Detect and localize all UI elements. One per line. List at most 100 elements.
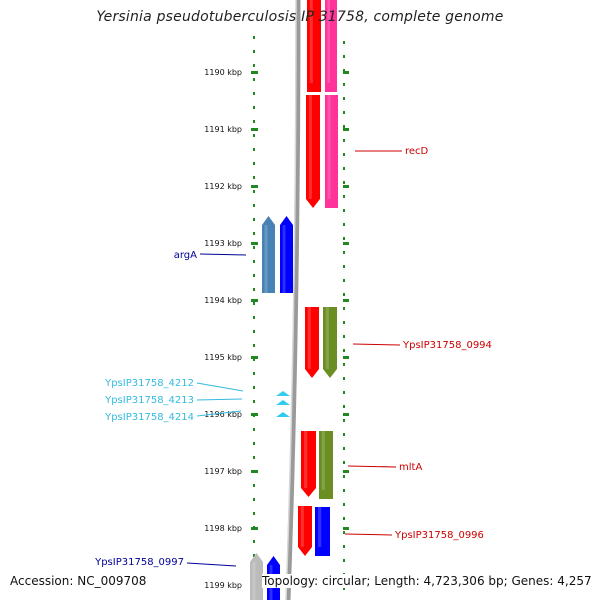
ruler-tick	[251, 185, 258, 188]
label-leader-line	[186, 562, 237, 567]
track-dot	[253, 232, 255, 235]
track-dot	[253, 442, 255, 445]
label-leader-line	[196, 382, 244, 392]
track-dot	[253, 120, 255, 123]
ruler-tick	[251, 470, 258, 473]
track-dot	[253, 64, 255, 67]
gene-shine	[252, 562, 256, 600]
track-dot	[253, 372, 255, 375]
track-dot	[343, 349, 345, 352]
track-dot	[253, 288, 255, 291]
track-dot	[253, 456, 255, 459]
gene-label: YpsIP31758_4212	[104, 378, 194, 389]
label-leader-line	[196, 398, 243, 401]
track-dot	[343, 475, 345, 478]
track-dot	[343, 405, 345, 408]
track-dot	[343, 559, 345, 562]
track-dot	[253, 134, 255, 137]
track-dot	[253, 36, 255, 39]
track-dot	[343, 55, 345, 58]
ruler-tick	[251, 128, 258, 131]
gene-label: argA	[174, 250, 197, 261]
ruler-tick	[343, 128, 349, 131]
track-dot	[343, 125, 345, 128]
backbone-line	[285, 0, 301, 600]
track-dot	[253, 330, 255, 333]
track-dot	[343, 377, 345, 380]
ruler-tick	[343, 185, 349, 188]
track-dot	[253, 554, 255, 557]
track-dot	[253, 50, 255, 53]
gene-label: YpsIP31758_0994	[402, 340, 492, 351]
track-dot	[253, 218, 255, 221]
ruler-tick	[343, 356, 349, 359]
ruler-tick	[343, 413, 349, 416]
gene-shine	[308, 95, 312, 199]
track-dot	[343, 461, 345, 464]
track-dot	[343, 97, 345, 100]
label-leader-line	[352, 343, 401, 346]
track-dot	[343, 251, 345, 254]
gene-shine	[264, 225, 268, 293]
label-leader-line	[196, 410, 242, 417]
gene-shine	[282, 225, 286, 293]
chevron-4214	[276, 412, 290, 417]
track-dot	[343, 279, 345, 282]
label-leader-line	[344, 533, 393, 536]
track-dot	[343, 419, 345, 422]
gene-shine	[307, 307, 311, 369]
genome-info-text: Topology: circular; Length: 4,723,306 bp…	[262, 574, 592, 588]
track-dot	[253, 246, 255, 249]
ruler-tick	[251, 413, 258, 416]
gene-shine	[327, 95, 331, 199]
track-dot	[253, 400, 255, 403]
ruler-tick	[251, 299, 258, 302]
ruler-label: 1194 kbp	[204, 296, 242, 305]
ruler-tick	[343, 470, 349, 473]
gene-arrow-0994-2	[323, 307, 337, 378]
ruler-tick	[251, 527, 258, 530]
ruler-tick	[343, 299, 349, 302]
track-dot	[343, 545, 345, 548]
track-dot	[253, 498, 255, 501]
track-dot	[253, 148, 255, 151]
label-leader-line	[347, 465, 397, 468]
gene-arrow-mlta	[301, 431, 316, 497]
gene-arrow-arga-2	[280, 216, 293, 293]
ruler-label: 1195 kbp	[204, 353, 242, 362]
gene-arrow-mlta-2	[319, 431, 333, 499]
track-dot	[343, 237, 345, 240]
gene-label: YpsIP31758_0997	[94, 557, 184, 568]
gene-label: recD	[405, 146, 429, 157]
gene-shine	[327, 0, 331, 83]
track-dot	[253, 428, 255, 431]
track-dot	[343, 391, 345, 394]
ruler-label: 1191 kbp	[204, 125, 242, 134]
track-dot	[343, 433, 345, 436]
track-dot	[253, 344, 255, 347]
ruler-tick	[251, 71, 258, 74]
track-dot	[253, 204, 255, 207]
track-dot	[343, 111, 345, 114]
track-dot	[343, 503, 345, 506]
track-dot	[253, 92, 255, 95]
chevron-4212	[276, 391, 290, 396]
ruler-label: 1190 kbp	[204, 68, 242, 77]
gene-arrow-0996-2	[315, 507, 330, 556]
track-dot	[343, 293, 345, 296]
backbone-highlight	[285, 0, 297, 600]
track-dot	[253, 302, 255, 305]
track-dot	[253, 106, 255, 109]
track-dot	[343, 587, 345, 590]
track-dot	[253, 162, 255, 165]
ruler-tick	[343, 527, 349, 530]
gene-arrow-arga	[262, 216, 275, 293]
ruler-tick	[343, 242, 349, 245]
track-dot	[343, 321, 345, 324]
track-dot	[343, 41, 345, 44]
gene-block	[325, 95, 338, 208]
track-dot	[253, 358, 255, 361]
gene-shine	[304, 431, 308, 488]
accession-text: Accession: NC_009708	[10, 574, 147, 588]
